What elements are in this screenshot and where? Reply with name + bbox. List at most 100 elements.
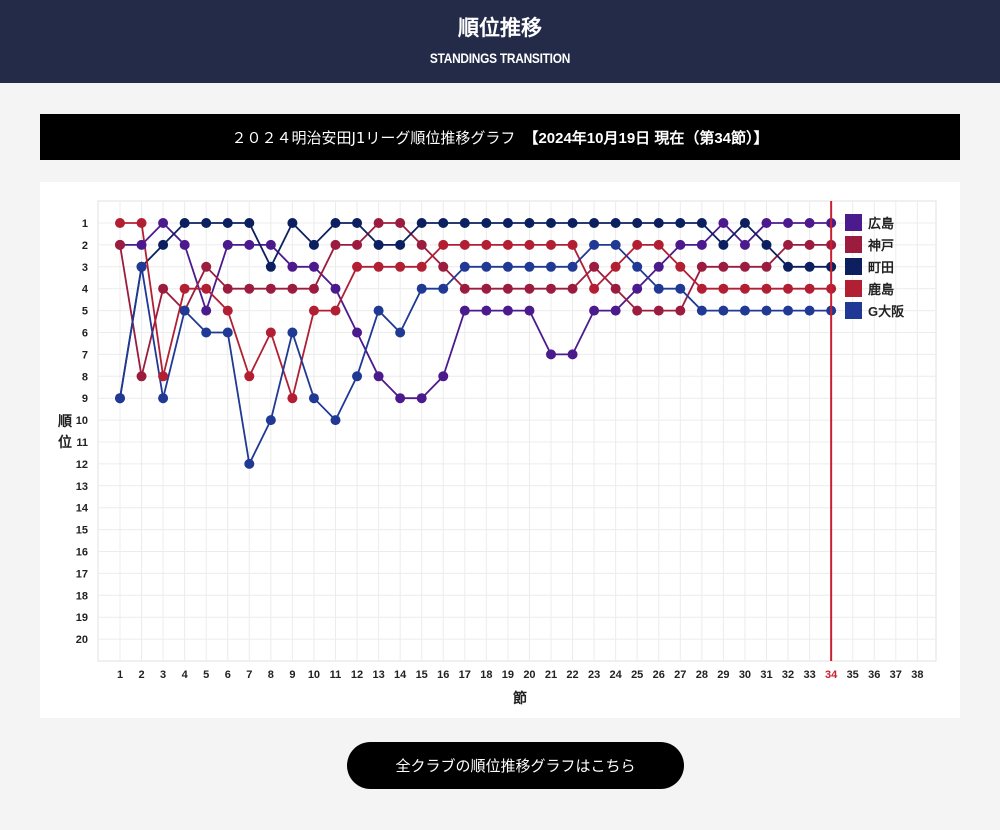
series-line-3 — [120, 222, 832, 402]
data-point-1 — [265, 283, 276, 294]
data-point-4 — [502, 261, 513, 272]
data-point-2 — [675, 218, 686, 228]
data-point-3 — [502, 239, 513, 250]
data-point-2 — [201, 218, 212, 228]
data-point-0 — [610, 305, 621, 316]
y-tick-label: 13 — [76, 481, 88, 493]
data-point-2 — [481, 218, 492, 228]
chart-title-banner: ２０２４明治安田J1リーグ順位推移グラフ 【2024年10月19日 現在（第34… — [40, 114, 960, 160]
data-point-3 — [287, 393, 298, 404]
data-point-1 — [416, 239, 427, 250]
data-point-4 — [115, 393, 125, 404]
x-tick-label: 24 — [610, 669, 623, 681]
data-point-0 — [308, 261, 319, 272]
data-point-1 — [136, 371, 147, 382]
data-point-3 — [179, 283, 190, 294]
data-point-3 — [395, 261, 406, 272]
data-point-2 — [589, 218, 600, 228]
data-point-4 — [373, 305, 384, 316]
data-point-4 — [201, 327, 212, 338]
data-point-2 — [222, 218, 233, 228]
data-point-4 — [287, 327, 298, 338]
data-point-0 — [416, 393, 427, 404]
data-point-1 — [201, 261, 212, 272]
data-point-3 — [158, 371, 169, 382]
data-point-3 — [783, 283, 794, 294]
x-tick-label: 12 — [351, 669, 363, 681]
data-point-3 — [201, 283, 212, 294]
y-tick-label: 1 — [82, 218, 88, 230]
data-point-0 — [632, 283, 643, 294]
data-point-3 — [610, 261, 621, 272]
x-tick-label: 7 — [246, 669, 252, 681]
data-point-3 — [115, 218, 125, 228]
y-tick-label: 9 — [82, 393, 88, 405]
data-point-0 — [761, 218, 772, 228]
y-tick-label: 14 — [76, 503, 89, 515]
x-tick-label: 3 — [160, 669, 166, 681]
y-tick-label: 10 — [76, 415, 88, 427]
x-tick-label: 13 — [372, 669, 384, 681]
data-point-3 — [265, 327, 276, 338]
data-point-0 — [546, 349, 556, 360]
data-point-3 — [481, 239, 492, 250]
all-clubs-chart-button[interactable]: 全クラブの順位推移グラフはこちら — [347, 742, 684, 789]
data-point-1 — [222, 283, 233, 294]
data-point-2 — [653, 218, 664, 228]
data-point-2 — [739, 218, 750, 228]
data-point-1 — [739, 261, 750, 272]
chart-date: 【2024年10月19日 現在（第34節）】 — [523, 129, 769, 147]
x-tick-label: 23 — [588, 669, 600, 681]
data-point-3 — [632, 239, 643, 250]
data-point-0 — [244, 239, 255, 250]
data-point-4 — [416, 283, 427, 294]
series-line-1 — [119, 222, 832, 377]
data-point-0 — [675, 239, 686, 250]
data-point-2 — [632, 218, 643, 228]
data-point-1 — [696, 261, 707, 272]
data-point-0 — [459, 305, 470, 316]
data-point-2 — [610, 218, 621, 228]
x-tick-label: 9 — [289, 669, 295, 681]
data-point-1 — [438, 261, 449, 272]
page-header: 順位推移 STANDINGS TRANSITION — [0, 0, 1000, 83]
data-point-0 — [718, 218, 729, 228]
data-point-2 — [395, 239, 406, 250]
data-point-3 — [136, 218, 147, 228]
data-point-3 — [696, 283, 707, 294]
legend-label: 広島 — [868, 216, 894, 231]
data-point-4 — [546, 261, 556, 272]
x-tick-label: 34 — [825, 669, 838, 681]
data-point-1 — [115, 239, 125, 250]
data-point-4 — [330, 415, 341, 426]
x-axis-label: 節 — [513, 690, 527, 706]
data-point-1 — [589, 261, 600, 272]
data-point-4 — [308, 393, 319, 404]
data-point-0 — [481, 305, 492, 316]
data-point-1 — [524, 283, 535, 294]
data-point-3 — [546, 239, 556, 250]
x-tick-label: 8 — [268, 669, 274, 681]
y-tick-label: 15 — [76, 525, 88, 537]
y-tick-label: 8 — [82, 371, 88, 383]
x-tick-label: 37 — [890, 669, 902, 681]
data-point-0 — [567, 349, 578, 360]
y-tick-label: 6 — [82, 328, 88, 340]
data-point-0 — [804, 218, 815, 228]
data-point-0 — [373, 371, 384, 382]
y-tick-label: 11 — [76, 437, 88, 449]
data-point-3 — [739, 283, 750, 294]
data-point-3 — [804, 283, 815, 294]
data-point-1 — [675, 305, 686, 316]
data-point-4 — [438, 283, 449, 294]
data-point-0 — [158, 218, 169, 228]
data-point-0 — [739, 239, 750, 250]
data-point-2 — [567, 218, 578, 228]
x-tick-label: 32 — [782, 669, 794, 681]
data-point-0 — [783, 218, 794, 228]
x-tick-label: 25 — [631, 669, 643, 681]
data-point-2 — [718, 239, 729, 250]
x-tick-label: 31 — [760, 669, 772, 681]
data-point-2 — [804, 261, 815, 272]
data-point-4 — [265, 415, 276, 426]
